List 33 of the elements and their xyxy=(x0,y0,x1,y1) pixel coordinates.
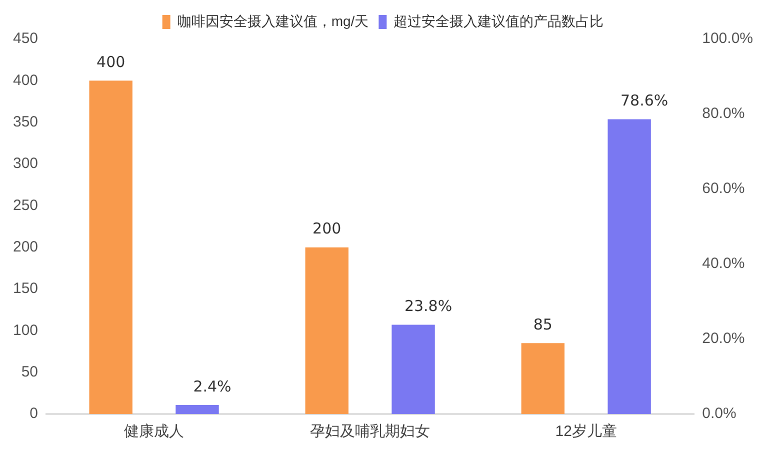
y-tick-label: 400 xyxy=(12,72,38,89)
y-tick-label: 150 xyxy=(12,280,38,298)
y-tick-label: 50 xyxy=(21,363,38,380)
bar xyxy=(176,405,219,414)
data-label: 78.6% xyxy=(620,92,668,110)
data-label: 2.4% xyxy=(193,377,232,396)
y-tick-label: 100 xyxy=(12,322,38,339)
legend-label: 超过安全摄入建议值的产品数占比 xyxy=(394,12,604,29)
y2-tick-label: 20.0% xyxy=(702,330,745,348)
y2-tick-label: 60.0% xyxy=(702,180,745,198)
y-tick-label: 0 xyxy=(30,405,38,422)
y2-tick-label: 0.0% xyxy=(702,405,736,422)
x-tick-label: 孕妇及哺乳期妇女 xyxy=(310,423,430,440)
y-tick-label: 250 xyxy=(12,196,38,214)
bar xyxy=(392,324,435,414)
y-tick-label: 300 xyxy=(12,155,38,172)
y-tick-label: 200 xyxy=(12,238,38,256)
bar xyxy=(521,343,565,414)
data-label: 400 xyxy=(96,53,126,72)
bar xyxy=(305,247,348,414)
data-label: 200 xyxy=(312,220,342,238)
y2-tick-label: 100.0% xyxy=(702,30,753,48)
x-tick-label: 健康成人 xyxy=(124,423,184,440)
data-label: 23.8% xyxy=(404,297,452,316)
data-label: 85 xyxy=(533,316,552,334)
y2-tick-label: 80.0% xyxy=(702,105,745,122)
x-tick-label: 12岁儿童 xyxy=(555,423,617,440)
y2-tick-label: 40.0% xyxy=(702,255,745,272)
legend-label: 咖啡因安全摄入建议值，mg/天 xyxy=(177,12,369,29)
y-tick-label: 450 xyxy=(12,30,38,48)
y-tick-label: 350 xyxy=(12,113,38,130)
bar xyxy=(89,80,132,414)
bar xyxy=(608,119,651,414)
